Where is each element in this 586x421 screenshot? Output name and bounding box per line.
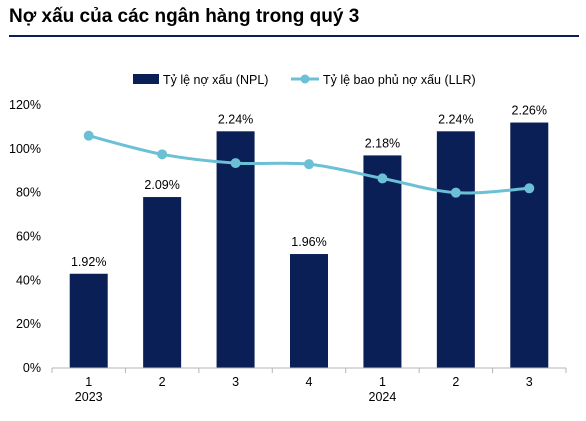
npl-data-label: 1.96% bbox=[291, 235, 326, 249]
x-year-label: 2024 bbox=[369, 390, 397, 404]
llr-point bbox=[304, 159, 314, 170]
llr-point bbox=[377, 173, 388, 184]
npl-bars: 1.92% 2.09% 2.24% 1.96% 2.18% 2.24% 2.26% bbox=[69, 104, 549, 369]
llr-point bbox=[524, 183, 535, 194]
npl-data-label: 2.26% bbox=[512, 104, 547, 118]
y-tick-label: 40% bbox=[16, 273, 41, 287]
x-tick-label: 2 bbox=[159, 375, 166, 389]
npl-bar bbox=[216, 131, 255, 368]
y-tick-label: 80% bbox=[16, 186, 41, 200]
legend: Tỷ lệ nợ xấu (NPL) Tỷ lệ bao phủ nợ xấu (… bbox=[133, 73, 476, 87]
llr-point bbox=[450, 187, 461, 198]
x-tick-label: 3 bbox=[232, 375, 239, 389]
npl-data-label: 2.24% bbox=[218, 112, 253, 126]
npl-bar bbox=[69, 273, 108, 368]
legend-llr-marker bbox=[300, 74, 310, 84]
llr-line bbox=[83, 130, 535, 198]
legend-llr-label: Tỷ lệ bao phủ nợ xấu (LLR) bbox=[323, 73, 476, 87]
x-tick-label: 4 bbox=[306, 375, 313, 389]
y-axis: 0% 20% 40% 60% 80% 100% 120% bbox=[9, 98, 41, 375]
npl-bar bbox=[143, 197, 182, 368]
npl-data-label: 2.09% bbox=[144, 178, 179, 192]
legend-npl-swatch bbox=[133, 74, 159, 84]
x-year-label: 2023 bbox=[75, 390, 103, 404]
y-tick-label: 20% bbox=[16, 317, 41, 331]
npl-data-label: 2.18% bbox=[365, 136, 400, 150]
npl-bar bbox=[363, 155, 402, 368]
x-tick-label: 1 bbox=[379, 375, 386, 389]
npl-data-label: 1.92% bbox=[71, 255, 106, 269]
chart-title: Nợ xấu của các ngân hàng trong quý 3 bbox=[9, 6, 360, 27]
x-tick-label: 2 bbox=[452, 375, 459, 389]
npl-data-label: 2.24% bbox=[438, 112, 473, 126]
title-underline bbox=[9, 35, 579, 37]
legend-npl-label: Tỷ lệ nợ xấu (NPL) bbox=[163, 73, 268, 87]
y-tick-label: 100% bbox=[9, 142, 41, 156]
x-tick-label: 1 bbox=[85, 375, 92, 389]
x-tick-label: 3 bbox=[526, 375, 533, 389]
y-tick-label: 0% bbox=[23, 361, 41, 375]
y-tick-label: 60% bbox=[16, 230, 41, 244]
npl-bar bbox=[436, 131, 475, 368]
y-tick-label: 120% bbox=[9, 98, 41, 112]
llr-point bbox=[157, 149, 168, 160]
npl-bar bbox=[290, 254, 328, 368]
llr-point bbox=[230, 158, 241, 169]
x-axis: 1 2 3 4 1 2 3 2023 2024 bbox=[51, 367, 567, 404]
npl-bar bbox=[510, 122, 549, 369]
llr-point bbox=[83, 130, 94, 141]
